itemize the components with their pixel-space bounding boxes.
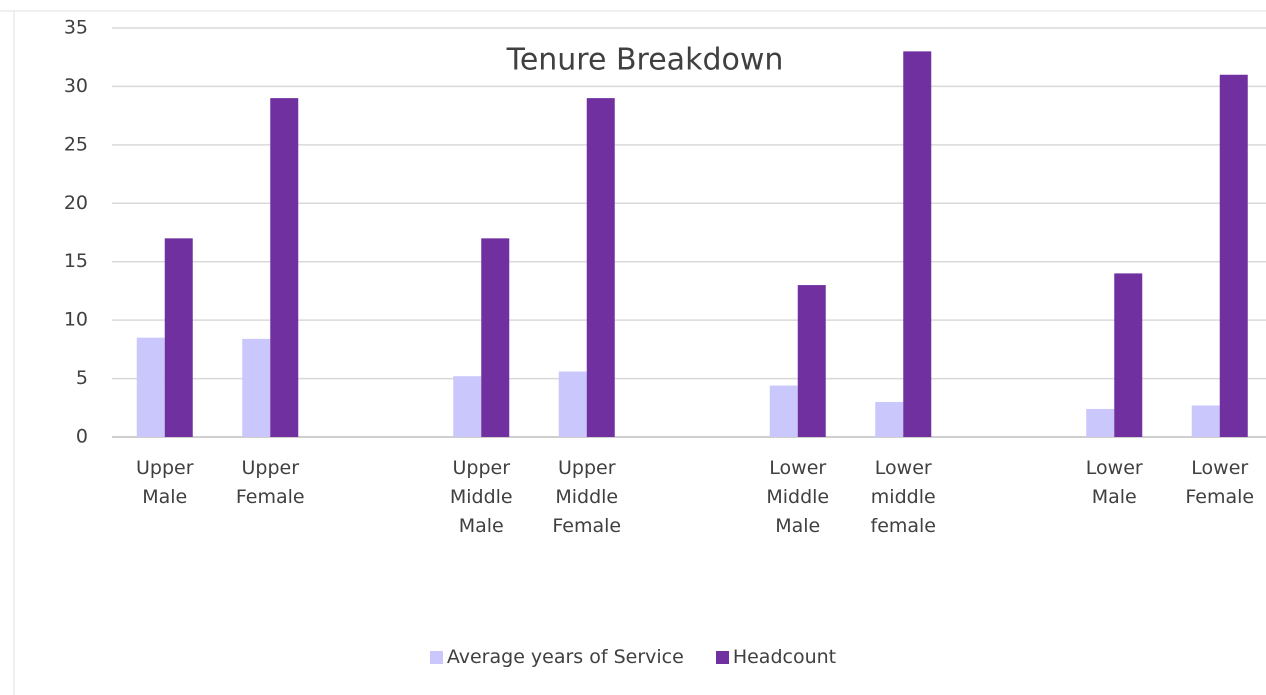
legend-swatch xyxy=(715,650,729,664)
y-tick-label: 10 xyxy=(64,309,88,331)
y-tick-label: 35 xyxy=(64,17,88,39)
x-tick-label: Lower Female xyxy=(1185,457,1255,508)
legend-swatch xyxy=(429,650,443,664)
bar xyxy=(903,51,932,437)
bar xyxy=(586,98,615,437)
legend-item: Headcount xyxy=(715,646,837,668)
bar xyxy=(875,401,904,437)
bar xyxy=(1219,74,1248,437)
x-tick-label: Upper Female xyxy=(235,457,305,508)
y-tick-label: 0 xyxy=(76,426,88,448)
bar xyxy=(164,238,193,437)
legend-label: Average years of Service xyxy=(446,646,684,668)
y-tick-label: 20 xyxy=(64,192,88,214)
bar xyxy=(558,371,587,437)
x-tick-label: Upper Middle Female xyxy=(552,457,622,537)
bar xyxy=(481,238,510,437)
y-tick-label: 15 xyxy=(64,250,88,272)
x-tick-label: Upper Male xyxy=(135,457,194,508)
x-tick-label: Lower middle female xyxy=(870,457,937,537)
legend: Average years of Service Headcount xyxy=(0,646,1266,669)
x-tick-label: Upper Middle Male xyxy=(449,457,513,537)
bar xyxy=(242,338,271,437)
y-tick-label: 5 xyxy=(76,367,88,389)
y-tick-label: 30 xyxy=(64,75,88,97)
x-tick-label: Lower Male xyxy=(1085,457,1143,508)
y-tick-label: 25 xyxy=(64,133,88,155)
legend-label: Headcount xyxy=(732,646,837,668)
bar xyxy=(1114,273,1143,437)
bar xyxy=(136,337,165,437)
bar xyxy=(453,376,482,437)
bar xyxy=(1086,408,1115,437)
bar xyxy=(797,285,826,437)
chart-title: Tenure Breakdown xyxy=(506,43,784,78)
bar xyxy=(270,98,299,437)
bar xyxy=(769,385,798,437)
legend-item: Average years of Service xyxy=(429,646,684,668)
bar xyxy=(1191,405,1220,437)
x-tick-label: Lower Middle Male xyxy=(766,457,830,537)
